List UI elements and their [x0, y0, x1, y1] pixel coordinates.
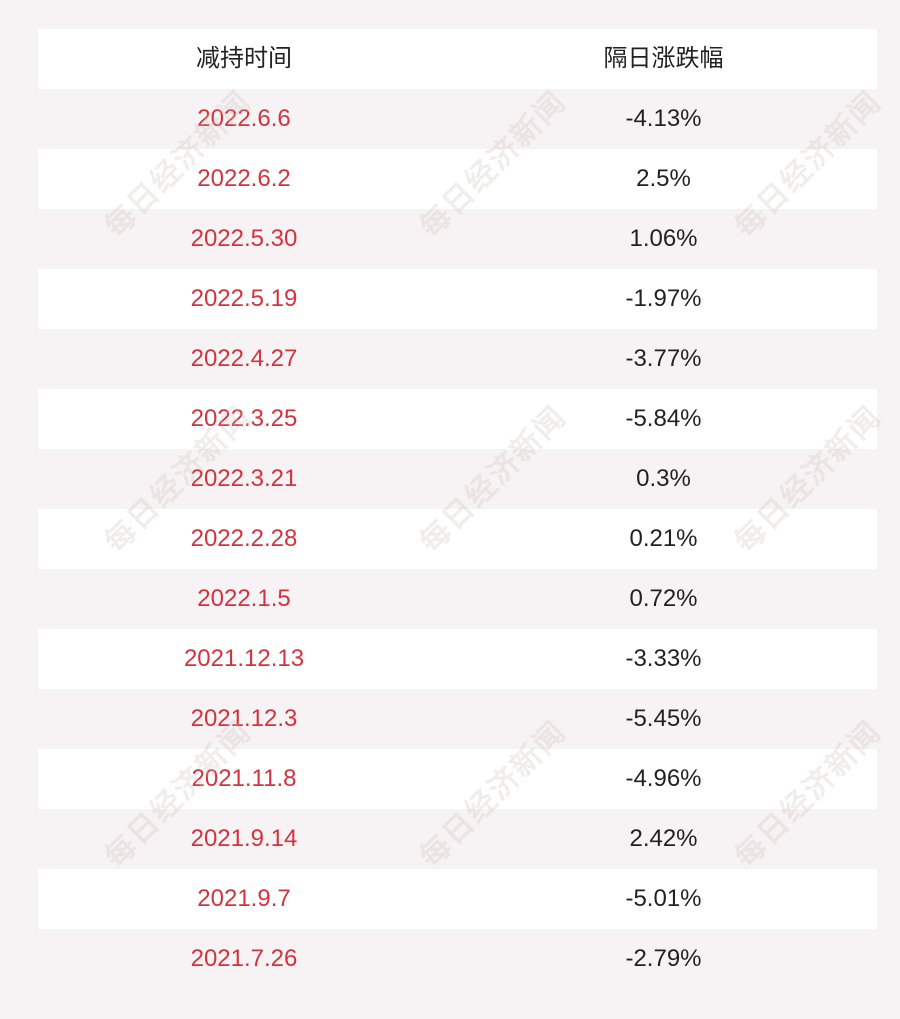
next-day-change: -4.13%	[625, 105, 702, 132]
next-day-change: 0.21%	[629, 525, 698, 552]
sell-date: 2022.2.28	[190, 525, 298, 552]
table-body: 2022.6.6 -4.13% 2022.6.2 2.5% 2022.5.30 1.06%…	[38, 89, 877, 989]
next-day-change: -5.45%	[625, 705, 702, 732]
header-change: 隔日涨跌幅	[603, 45, 724, 72]
data-table: 减持时间 隔日涨跌幅 2022.6.6 -4.13% 2022.6.2 2.5% 202…	[38, 29, 877, 989]
table-row: 2021.11.8 -4.96%	[38, 749, 877, 809]
sell-date: 2022.5.30	[190, 225, 298, 252]
next-day-change: 1.06%	[629, 225, 698, 252]
table-row: 2021.9.14 2.42%	[38, 809, 877, 869]
table-row: 2022.6.2 2.5%	[38, 149, 877, 209]
sell-date: 2021.12.13	[183, 645, 305, 672]
table-row: 2022.5.19 -1.97%	[38, 269, 877, 329]
next-day-change: -2.79%	[625, 945, 702, 972]
table-row: 2021.7.26 -2.79%	[38, 929, 877, 989]
next-day-change: 0.72%	[629, 585, 698, 612]
next-day-change: -3.33%	[625, 645, 702, 672]
next-day-change: 0.3%	[636, 465, 691, 492]
table-row: 2021.12.13 -3.33%	[38, 629, 877, 689]
table-header: 减持时间 隔日涨跌幅	[38, 29, 877, 89]
table-row: 2022.3.25 -5.84%	[38, 389, 877, 449]
sell-date: 2022.6.2	[197, 165, 291, 192]
table-row: 2021.12.3 -5.45%	[38, 689, 877, 749]
next-day-change: -4.96%	[625, 765, 702, 792]
sell-date: 2022.6.6	[197, 105, 291, 132]
table-row: 2022.6.6 -4.13%	[38, 89, 877, 149]
sell-date: 2022.3.25	[190, 405, 298, 432]
sell-date: 2021.11.8	[191, 765, 297, 792]
next-day-change: 2.5%	[636, 165, 691, 192]
sell-date: 2021.9.14	[190, 825, 298, 852]
table-row: 2022.4.27 -3.77%	[38, 329, 877, 389]
next-day-change: -1.97%	[625, 285, 702, 312]
table-row: 2022.3.21 0.3%	[38, 449, 877, 509]
next-day-change: -5.01%	[625, 885, 702, 912]
sell-date: 2022.1.5	[197, 585, 291, 612]
sell-date: 2022.4.27	[190, 345, 298, 372]
table-row: 2022.2.28 0.21%	[38, 509, 877, 569]
header-date: 减持时间	[196, 45, 292, 72]
sell-date: 2021.9.7	[197, 885, 291, 912]
sell-date: 2021.7.26	[190, 945, 298, 972]
table-row: 2022.1.5 0.72%	[38, 569, 877, 629]
sell-date: 2022.5.19	[190, 285, 298, 312]
next-day-change: -5.84%	[625, 405, 702, 432]
sell-date: 2022.3.21	[190, 465, 298, 492]
next-day-change: -3.77%	[625, 345, 702, 372]
table-row: 2021.9.7 -5.01%	[38, 869, 877, 929]
next-day-change: 2.42%	[629, 825, 698, 852]
table-row: 2022.5.30 1.06%	[38, 209, 877, 269]
sell-date: 2021.12.3	[190, 705, 298, 732]
